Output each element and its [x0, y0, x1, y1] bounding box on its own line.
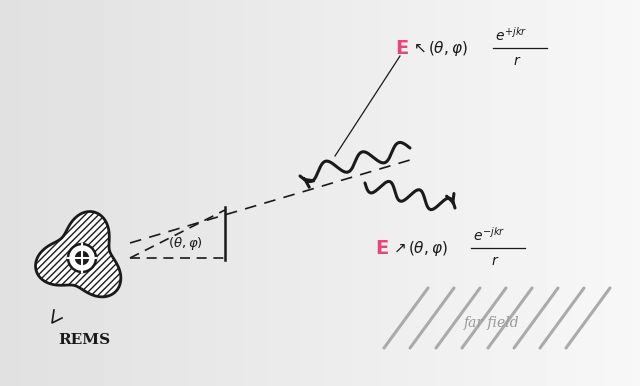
Text: $r$: $r$: [491, 254, 499, 268]
Text: REMS: REMS: [58, 333, 110, 347]
Text: $r$: $r$: [513, 54, 522, 68]
Text: $\mathbf{E}$: $\mathbf{E}$: [375, 239, 389, 257]
Text: far field: far field: [464, 316, 520, 330]
Text: $\nwarrow$: $\nwarrow$: [411, 41, 427, 56]
Text: $\nearrow$: $\nearrow$: [391, 240, 407, 256]
Text: $e^{-jkr}$: $e^{-jkr}$: [473, 226, 505, 244]
Polygon shape: [36, 212, 121, 297]
Text: $\mathbf{E}$: $\mathbf{E}$: [395, 39, 409, 58]
Circle shape: [76, 252, 88, 264]
Circle shape: [68, 244, 96, 272]
Text: $(\theta, \varphi)$: $(\theta, \varphi)$: [428, 39, 468, 58]
Text: $(\theta, \varphi)$: $(\theta, \varphi)$: [408, 239, 448, 257]
Text: $e^{+jkr}$: $e^{+jkr}$: [495, 26, 527, 44]
Text: $(\theta, \varphi)$: $(\theta, \varphi)$: [168, 235, 203, 252]
